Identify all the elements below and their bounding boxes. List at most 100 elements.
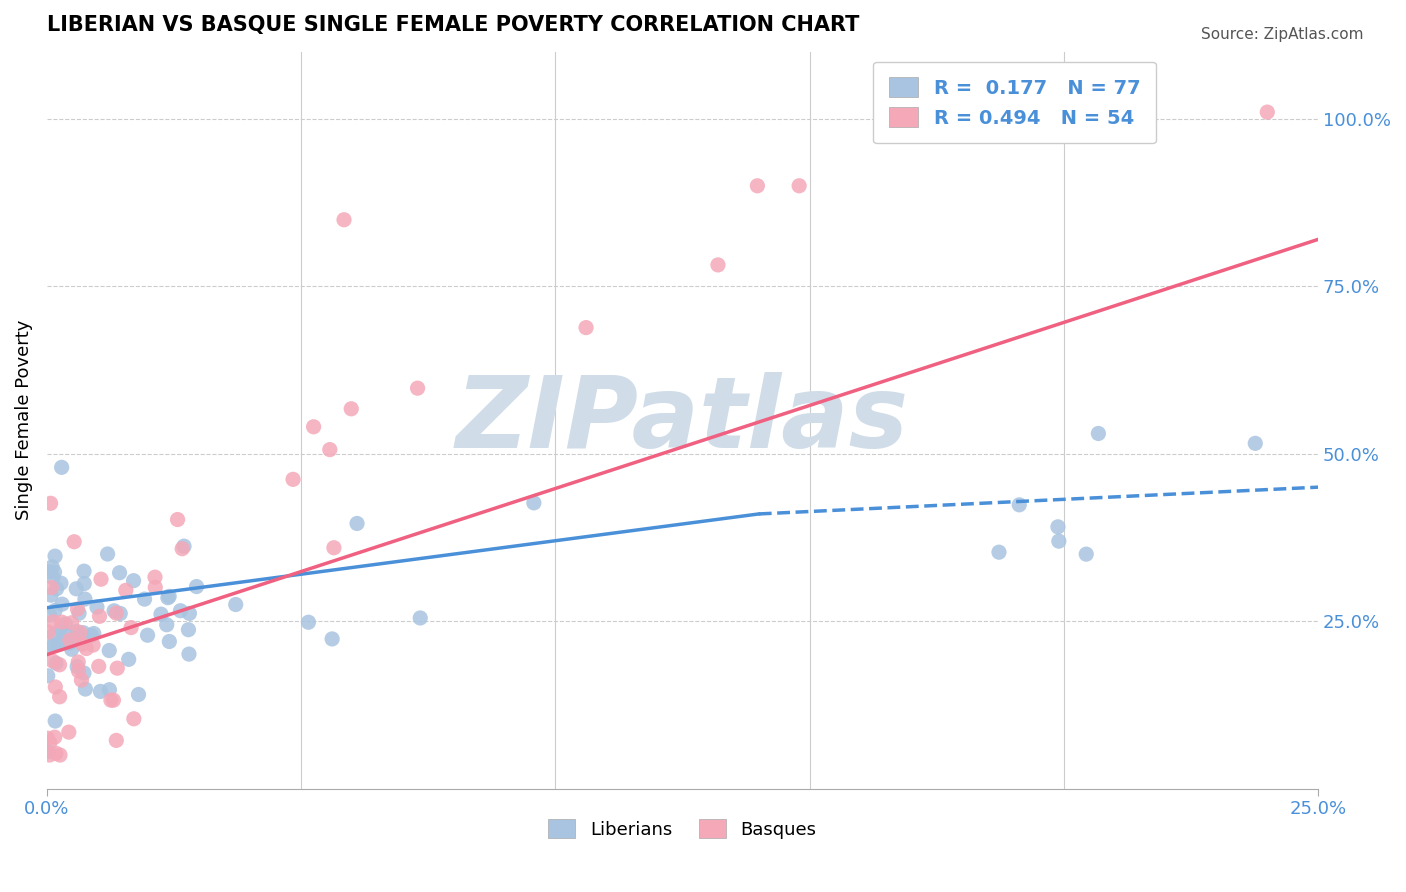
Point <box>409 611 432 625</box>
Y-axis label: Single Female Poverty: Single Female Poverty <box>15 320 32 520</box>
Point <box>73 665 96 680</box>
Point <box>177 647 200 661</box>
Point <box>89 684 111 698</box>
Point <box>42 654 65 668</box>
Point <box>49 576 72 591</box>
Point <box>44 714 66 728</box>
Legend: Liberians, Basques: Liberians, Basques <box>541 812 824 846</box>
Point <box>118 652 141 666</box>
Point <box>169 604 191 618</box>
Point <box>1087 426 1109 441</box>
Point <box>63 534 86 549</box>
Point <box>136 628 159 642</box>
Point <box>110 607 132 621</box>
Point <box>72 625 94 640</box>
Point <box>44 680 66 694</box>
Point <box>73 576 96 591</box>
Point <box>322 541 344 555</box>
Point <box>69 625 91 640</box>
Point <box>51 615 73 629</box>
Point <box>72 637 94 651</box>
Point <box>55 617 77 632</box>
Point <box>38 640 60 654</box>
Point <box>406 381 429 395</box>
Point <box>108 566 131 580</box>
Point <box>172 541 194 556</box>
Point <box>1076 547 1098 561</box>
Point <box>39 496 62 510</box>
Text: ZIPatlas: ZIPatlas <box>456 372 910 468</box>
Point <box>51 597 73 611</box>
Point <box>166 512 188 526</box>
Point <box>63 631 86 645</box>
Point <box>38 565 60 579</box>
Point <box>59 636 82 650</box>
Point <box>38 607 60 622</box>
Point <box>105 733 128 747</box>
Point <box>60 615 83 630</box>
Point <box>1244 436 1267 450</box>
Point <box>90 572 112 586</box>
Point <box>38 747 60 762</box>
Point <box>73 564 96 578</box>
Point <box>42 639 65 653</box>
Point <box>177 623 200 637</box>
Point <box>134 592 156 607</box>
Point <box>1046 520 1069 534</box>
Point <box>122 712 145 726</box>
Point <box>66 602 89 616</box>
Point <box>105 606 128 620</box>
Point <box>523 496 546 510</box>
Point <box>346 516 368 531</box>
Point <box>333 212 356 227</box>
Point <box>988 545 1011 559</box>
Point <box>44 549 66 563</box>
Point <box>143 570 166 584</box>
Point <box>44 565 66 579</box>
Point <box>67 606 90 620</box>
Point <box>48 690 70 704</box>
Point <box>44 730 66 744</box>
Point <box>59 634 82 648</box>
Point <box>186 580 208 594</box>
Point <box>73 592 96 607</box>
Point <box>55 627 77 641</box>
Point <box>173 539 195 553</box>
Point <box>48 657 70 672</box>
Point <box>156 591 179 605</box>
Point <box>179 607 201 621</box>
Point <box>707 258 730 272</box>
Point <box>60 642 83 657</box>
Point <box>70 673 93 687</box>
Point <box>156 617 179 632</box>
Point <box>98 643 121 657</box>
Point <box>86 600 108 615</box>
Point <box>100 693 122 707</box>
Point <box>157 590 180 604</box>
Point <box>37 745 59 759</box>
Point <box>59 633 82 648</box>
Point <box>128 688 150 702</box>
Point <box>37 731 59 746</box>
Point <box>1256 105 1278 120</box>
Point <box>319 442 342 457</box>
Point <box>49 747 72 762</box>
Point <box>42 628 65 642</box>
Point <box>103 604 125 618</box>
Point <box>747 178 769 193</box>
Point <box>41 560 63 574</box>
Point <box>49 621 72 635</box>
Point <box>51 460 73 475</box>
Text: LIBERIAN VS BASQUE SINGLE FEMALE POVERTY CORRELATION CHART: LIBERIAN VS BASQUE SINGLE FEMALE POVERTY… <box>46 15 859 35</box>
Point <box>75 641 97 656</box>
Point <box>340 401 363 416</box>
Point <box>157 634 180 648</box>
Point <box>97 547 120 561</box>
Point <box>281 472 304 486</box>
Point <box>98 682 121 697</box>
Point <box>39 588 62 602</box>
Point <box>321 632 343 646</box>
Point <box>575 320 598 334</box>
Point <box>38 736 60 750</box>
Point <box>44 603 66 617</box>
